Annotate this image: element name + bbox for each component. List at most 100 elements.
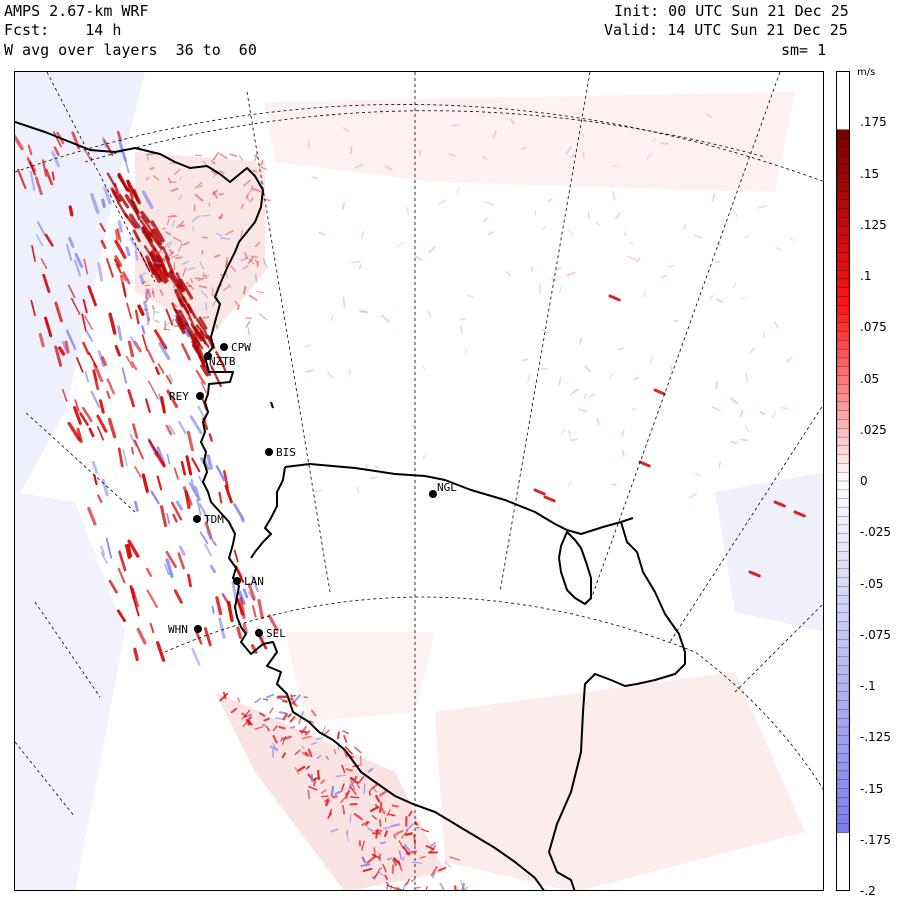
wave-streak bbox=[361, 840, 365, 851]
wave-streak bbox=[254, 151, 258, 161]
wave-streak bbox=[212, 191, 218, 199]
wave-streak bbox=[213, 173, 217, 178]
wave-streak bbox=[173, 324, 181, 328]
coastline-east bbox=[548, 521, 686, 890]
wave-streak bbox=[249, 185, 254, 193]
colorbar-band bbox=[837, 419, 849, 429]
wave-streak bbox=[420, 828, 430, 833]
wave-streak bbox=[272, 725, 278, 732]
colorbar-band bbox=[837, 463, 849, 473]
wave-streak bbox=[121, 274, 127, 282]
wave-streak bbox=[168, 373, 174, 382]
wave-streak bbox=[750, 347, 755, 354]
wave-streak bbox=[460, 879, 464, 889]
wave-streak bbox=[187, 573, 192, 588]
wave-streak bbox=[171, 220, 176, 228]
wave-streak bbox=[269, 707, 274, 714]
wave-streak bbox=[543, 495, 556, 503]
station-ngl[interactable]: NGL bbox=[429, 481, 457, 498]
station-lan[interactable]: LAN bbox=[233, 575, 264, 588]
wave-streak bbox=[208, 433, 213, 442]
colorbar-band bbox=[837, 138, 849, 148]
station-sel[interactable]: SEL bbox=[255, 627, 286, 640]
wave-streak bbox=[129, 237, 139, 250]
wave-streak bbox=[132, 229, 141, 243]
wave-streak bbox=[132, 595, 140, 617]
wave-streak bbox=[176, 284, 186, 303]
wave-streak bbox=[413, 834, 416, 846]
wave-streak bbox=[398, 840, 405, 850]
wave-streak bbox=[178, 297, 190, 315]
wave-streak bbox=[282, 735, 292, 741]
wave-streak bbox=[310, 709, 317, 717]
colorbar-band bbox=[837, 656, 849, 667]
wave-streak bbox=[236, 626, 243, 639]
wave-streak bbox=[683, 224, 686, 230]
wave-streak bbox=[218, 213, 224, 220]
wave-streak bbox=[203, 627, 212, 647]
wave-streak bbox=[191, 215, 200, 222]
colorbar-band bbox=[837, 533, 849, 544]
wave-streak bbox=[219, 170, 225, 175]
station-nztb[interactable]: NZTB bbox=[204, 352, 236, 368]
wave-streak bbox=[371, 814, 377, 820]
wave-streak bbox=[141, 473, 150, 493]
wave-streak bbox=[384, 830, 388, 838]
station-bis[interactable]: BIS bbox=[265, 446, 296, 459]
wave-streak bbox=[570, 438, 579, 441]
wave-streak bbox=[235, 597, 245, 616]
wave-streak bbox=[374, 465, 380, 470]
coastline-main bbox=[15, 121, 545, 890]
wave-streak bbox=[122, 282, 127, 298]
wave-streak bbox=[402, 846, 411, 856]
wave-streak bbox=[301, 711, 304, 716]
wave-streak bbox=[198, 185, 203, 188]
wave-streak bbox=[79, 412, 89, 426]
wave-streak bbox=[744, 424, 750, 433]
colorbar-band bbox=[837, 665, 849, 675]
station-whn[interactable]: WHN bbox=[168, 623, 202, 636]
wave-streak bbox=[569, 388, 579, 396]
wave-streak bbox=[220, 237, 231, 240]
wave-streak bbox=[216, 232, 223, 237]
wave-streak bbox=[624, 231, 627, 237]
wave-streak bbox=[97, 494, 103, 504]
colorbar-band bbox=[837, 823, 849, 833]
wave-streak bbox=[194, 337, 204, 350]
wave-streak bbox=[150, 220, 165, 243]
wave-streak bbox=[26, 157, 37, 172]
colorbar-band bbox=[837, 805, 849, 816]
wave-streak bbox=[405, 878, 411, 886]
wave-streak bbox=[84, 315, 94, 330]
wave-streak bbox=[141, 226, 153, 242]
wave-streak bbox=[388, 813, 396, 817]
station-rey[interactable]: REY bbox=[169, 390, 204, 403]
wave-streak bbox=[633, 376, 640, 381]
station-cpw[interactable]: CPW bbox=[220, 341, 251, 354]
wave-streak bbox=[198, 285, 208, 289]
wave-streak bbox=[114, 344, 121, 357]
wave-streak bbox=[729, 441, 738, 445]
wave-streak bbox=[240, 229, 244, 238]
wave-streak bbox=[378, 801, 383, 813]
wave-streak bbox=[716, 298, 724, 303]
wave-streak bbox=[192, 325, 203, 339]
station-tdm[interactable]: TDM bbox=[193, 513, 224, 526]
wave-streak bbox=[99, 222, 106, 233]
coastlines bbox=[15, 121, 686, 890]
wave-streak bbox=[153, 329, 168, 350]
wave-streak bbox=[266, 726, 270, 732]
wave-streak bbox=[53, 146, 60, 156]
wave-streak bbox=[211, 170, 218, 176]
wave-streak bbox=[358, 264, 362, 270]
wave-streak bbox=[202, 316, 210, 319]
station-rey-label: REY bbox=[169, 390, 189, 403]
wave-streak bbox=[381, 314, 390, 323]
wave-streak bbox=[638, 460, 651, 468]
wave-streak bbox=[437, 867, 447, 872]
wave-streak bbox=[186, 317, 195, 325]
station-nztb-label: NZTB bbox=[209, 355, 236, 368]
wave-streak bbox=[542, 225, 547, 231]
colorbar-band bbox=[837, 155, 849, 166]
wave-streak bbox=[595, 221, 601, 227]
